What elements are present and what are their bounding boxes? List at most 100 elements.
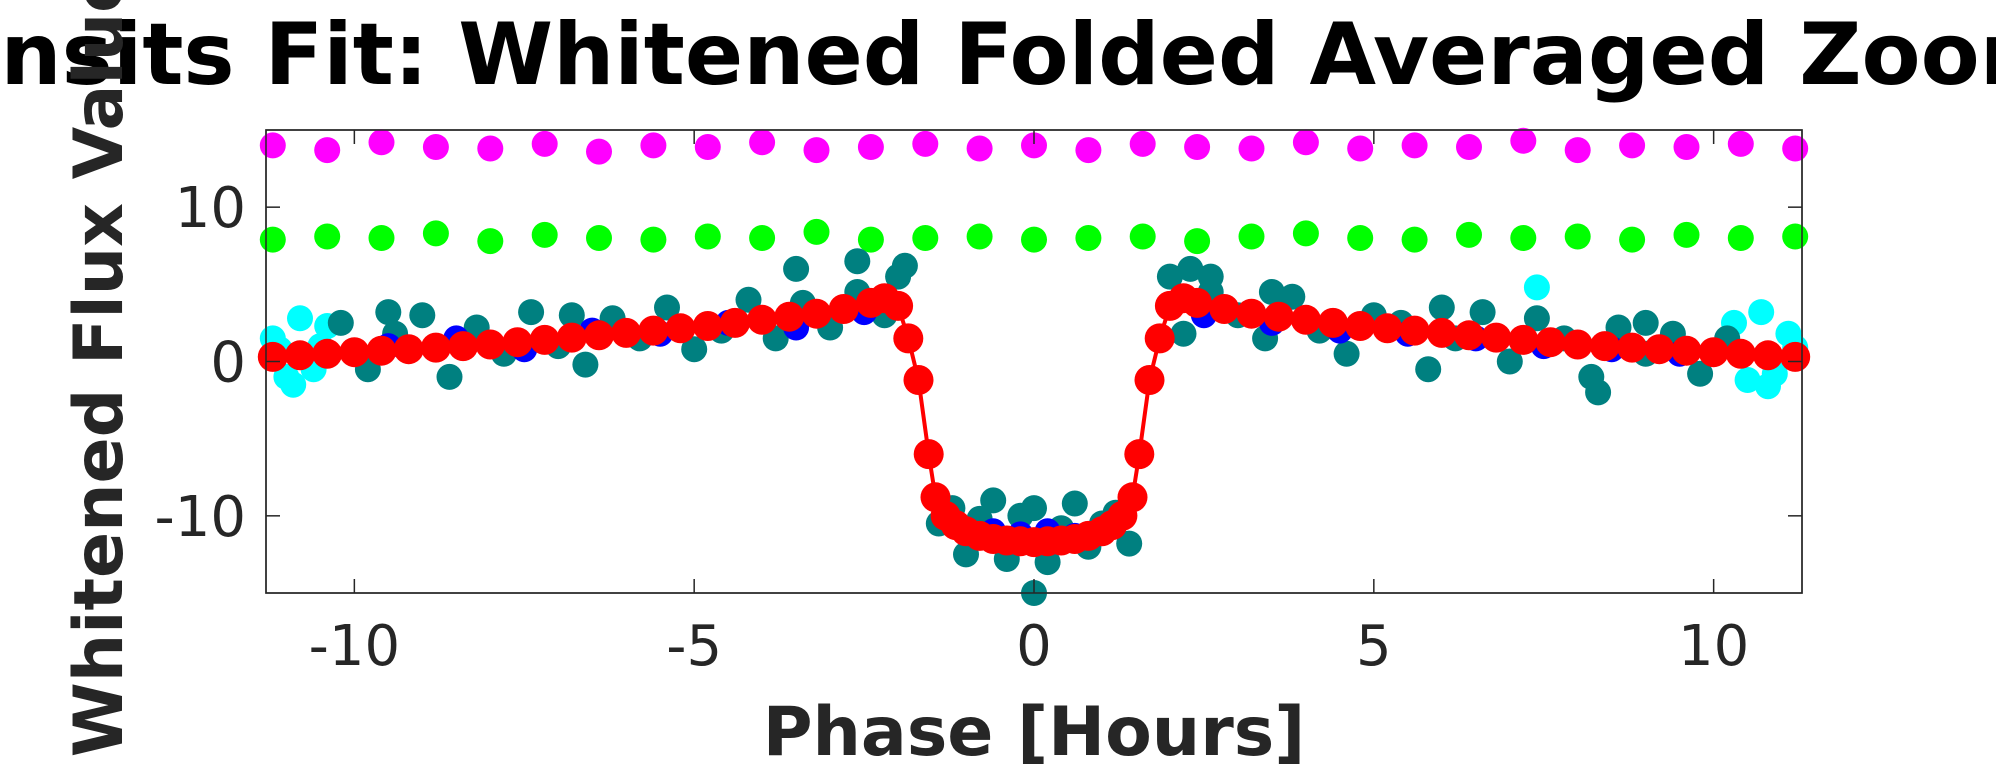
x-tick-label: -10	[309, 614, 400, 679]
series-5-point	[1372, 313, 1403, 344]
series-1-point	[640, 226, 667, 253]
series-5-point	[611, 317, 642, 348]
series-3-point	[375, 299, 402, 326]
series-0-point	[1401, 132, 1428, 159]
series-5-point	[1399, 315, 1430, 346]
series-1-point	[1727, 225, 1754, 251]
series-1-point	[912, 225, 939, 251]
y-tick-label: -10	[155, 485, 246, 550]
series-2-point	[1523, 274, 1550, 301]
series-5-point	[1144, 323, 1175, 354]
chart-title: Transits Fit: Whitened Folded Averaged Z…	[0, 5, 1996, 105]
series-1	[259, 218, 1809, 255]
series-5-point	[1263, 301, 1294, 332]
y-axis-label: Whitened Flux Value	[60, 0, 139, 757]
series-1-point	[1673, 221, 1700, 248]
series-5-point	[801, 298, 832, 329]
series-0-point	[640, 132, 667, 159]
series-5-point	[1124, 439, 1155, 470]
series-2-point	[1734, 367, 1761, 393]
series-3-point	[844, 248, 871, 275]
series-5-point	[774, 301, 805, 332]
series-3-point	[891, 252, 918, 279]
series-1-point	[422, 220, 449, 247]
series-0-point	[586, 138, 612, 165]
series-5	[257, 283, 1811, 558]
series-0-point	[259, 132, 286, 159]
series-5-point	[285, 340, 315, 371]
series-3-point	[572, 351, 599, 378]
series-5-point	[1780, 341, 1811, 372]
series-3-point	[327, 309, 354, 336]
series-1-point	[1129, 223, 1156, 250]
series-1-point	[1401, 226, 1428, 253]
series-1-point	[1456, 221, 1482, 248]
series-0-point	[1727, 130, 1754, 157]
series-0-point	[966, 135, 993, 162]
series-1-point	[1292, 220, 1319, 247]
series-5-point	[1236, 298, 1267, 329]
series-0-point	[1564, 137, 1591, 164]
series-0-point	[1673, 134, 1700, 160]
series-5-point	[1508, 324, 1539, 355]
series-0-point	[1619, 132, 1646, 159]
series-1-point	[259, 226, 286, 253]
series-5-point	[366, 335, 397, 366]
x-tick-label: -5	[666, 614, 722, 679]
series-0-point	[1021, 132, 1047, 159]
series-5-point	[584, 320, 614, 351]
series-0-point	[1184, 134, 1211, 160]
series-0-point	[1347, 135, 1374, 162]
series-5-point	[339, 337, 370, 368]
series-1-point	[1564, 223, 1591, 250]
series-3-point	[1156, 263, 1183, 290]
series-2-point	[287, 305, 313, 332]
series-5-point	[312, 338, 343, 369]
series-3-point	[1279, 283, 1306, 310]
series-5-point	[1345, 311, 1376, 341]
series-3-point	[1687, 360, 1714, 387]
series-3-point	[518, 299, 545, 326]
series-1-point	[966, 223, 993, 250]
series-3-point	[1197, 263, 1224, 290]
series-5-point	[475, 329, 506, 360]
series-0-point	[694, 134, 721, 160]
series-3-point	[558, 302, 585, 329]
series-0-point	[531, 130, 558, 157]
series-5-point	[1117, 482, 1148, 513]
series-3-point	[1034, 549, 1061, 576]
series-5-point	[1644, 334, 1675, 365]
series-0-point	[477, 135, 504, 162]
series-0-point	[857, 134, 884, 160]
series-3-point	[1258, 279, 1285, 305]
series-3-point	[654, 294, 680, 321]
series-0-point	[1456, 134, 1482, 160]
series-0-point	[912, 130, 939, 157]
series-5-point	[883, 290, 914, 321]
series-3-point	[1116, 530, 1143, 557]
series-5-point	[828, 294, 859, 324]
series-3-point	[1170, 320, 1197, 347]
series-0-point	[368, 129, 395, 156]
series-3-point	[1333, 340, 1360, 367]
series-5-point	[1535, 327, 1566, 358]
series-5-point	[1290, 304, 1321, 335]
series-1-point	[857, 226, 884, 253]
series-1-point	[803, 218, 830, 245]
series-0-point	[422, 134, 449, 160]
series-3-point	[1523, 305, 1550, 332]
y-tick-label: 10	[175, 176, 246, 241]
series-2-point	[280, 371, 307, 398]
series-5-point	[1481, 322, 1512, 353]
series-5-point	[1318, 307, 1348, 338]
series-3-point	[1415, 356, 1442, 383]
series-5-point	[1562, 329, 1593, 360]
series-3-point	[980, 487, 1007, 514]
series-3-point	[783, 255, 810, 282]
series-3-point	[1632, 309, 1659, 336]
series-2-point	[1748, 299, 1775, 326]
series-1-point	[531, 221, 558, 248]
series-0-point	[314, 137, 341, 164]
series-5-point	[913, 439, 944, 470]
series-5-point	[903, 365, 934, 395]
